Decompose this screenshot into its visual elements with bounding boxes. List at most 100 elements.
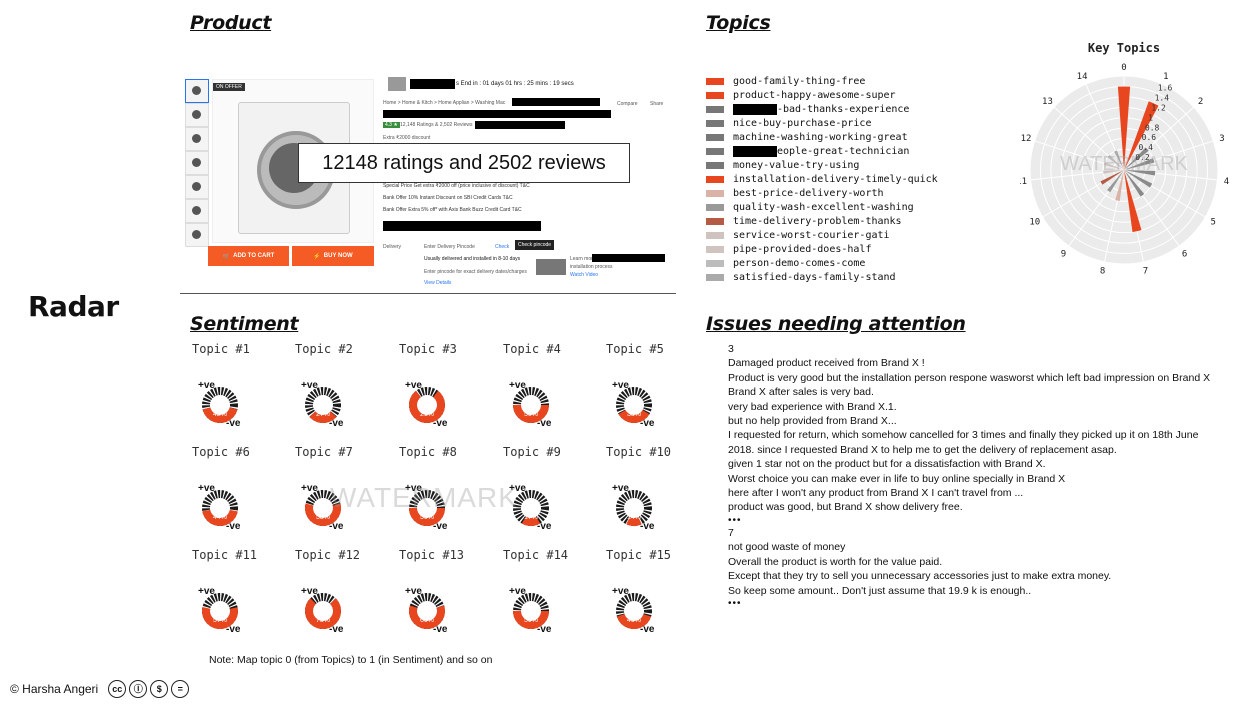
thumbnail[interactable] — [185, 127, 209, 151]
radar-bar-7 — [1124, 170, 1142, 233]
bolt-icon: ⚡ — [313, 253, 321, 260]
sentiment-donut: 50% — [513, 593, 549, 629]
radar-angle-label: 8 — [1100, 267, 1105, 277]
ratings-reviews-text[interactable]: 12,148 Ratings & 2,502 Reviews — [400, 122, 473, 128]
negative-label: -ve — [640, 624, 655, 635]
install-process-text: installation process — [570, 264, 613, 270]
copyright: © Harsha Angeri — [10, 682, 99, 696]
legend-swatch — [706, 231, 724, 239]
mapping-note: Note: Map topic 0 (from Topics) to 1 (in… — [209, 654, 493, 666]
sentiment-topic-label: Topic #8 — [399, 445, 457, 459]
legend-label: machine-washing-working-great — [733, 131, 908, 143]
negative-percent: 50% — [420, 514, 434, 521]
sentiment-donut: 42% — [202, 387, 238, 423]
sentiment-topic-label: Topic #7 — [295, 445, 353, 459]
sentiment-donut: 58% — [305, 490, 341, 526]
radar-radial-ticks: 1.61.41.210.80.60.40.2 — [1135, 84, 1172, 163]
buy-now-button[interactable]: ⚡ BUY NOW — [292, 246, 374, 266]
sentiment-watermark: WATERMARK — [330, 482, 518, 513]
watch-video-link[interactable]: Watch Video — [570, 272, 599, 278]
issue-review: product was good, but Brand X show deliv… — [728, 501, 963, 514]
legend-swatch — [706, 161, 724, 169]
delivery-label: Delivery — [383, 244, 402, 250]
legend-swatch — [706, 189, 724, 197]
share-button[interactable]: Share — [650, 101, 664, 107]
radar-chart-title: Key Topics — [1088, 41, 1160, 55]
negative-label: -ve — [433, 624, 448, 635]
issue-ellipsis: ••• — [728, 514, 742, 526]
positive-label: +ve — [301, 586, 318, 597]
product-heading: Product — [190, 12, 272, 34]
issue-review: here after I won't any product from Bran… — [728, 487, 1024, 500]
legend-label: best-price-delivery-worth — [733, 187, 884, 199]
issue-review: Overall the product is worth for the val… — [728, 555, 943, 568]
extra-discount: Extra ₹2000 discount — [383, 135, 431, 141]
video-thumbnail[interactable] — [536, 259, 566, 275]
legend-swatch — [706, 245, 724, 253]
issue-review: given 1 star not on the product but for … — [728, 458, 1046, 471]
thumbnail[interactable] — [185, 199, 209, 223]
sentiment-donut: 60% — [409, 593, 445, 629]
radar-angle-label: 3 — [1219, 134, 1224, 144]
radar-bar-0 — [1117, 86, 1131, 170]
legend-label: time-delivery-problem-thanks — [733, 215, 902, 227]
issue-review: Damaged product received from Brand X ! — [728, 357, 925, 370]
radar-bar-14 — [1114, 150, 1124, 170]
cc-icon: cc — [108, 680, 127, 698]
legend-item: satisfied-days-family-stand — [706, 270, 896, 284]
add-to-cart-button[interactable]: 🛒 ADD TO CART — [208, 246, 289, 266]
negative-percent: 44% — [213, 514, 227, 521]
sentiment-donut: 57% — [202, 593, 238, 629]
legend-swatch — [706, 203, 724, 211]
radar-bar-9 — [1107, 170, 1124, 193]
thumbnail[interactable] — [185, 175, 209, 199]
legend-label: -bad-thanks-experience — [777, 103, 910, 115]
sentiment-donut: 21% — [409, 387, 445, 423]
positive-label: +ve — [301, 380, 318, 391]
negative-label: -ve — [433, 418, 448, 429]
sentiment-topic-label: Topic #15 — [606, 548, 672, 562]
negative-label: -ve — [226, 624, 241, 635]
thumbnail[interactable] — [185, 151, 209, 175]
thumbnail[interactable] — [185, 223, 209, 247]
issue-topic-number: 7 — [728, 526, 734, 539]
compare-checkbox[interactable]: Compare — [617, 101, 638, 107]
radar-angle-label: 6 — [1182, 249, 1187, 259]
legend-label: nice-buy-purchase-price — [733, 117, 872, 129]
legend-label: person-demo-comes-come — [733, 257, 866, 269]
legend-label: eople-great-technician — [777, 145, 910, 157]
radar-angle-label: 10 — [1029, 218, 1040, 228]
positive-label: +ve — [405, 380, 422, 391]
negative-slice — [513, 593, 549, 629]
check-button[interactable]: Check — [495, 244, 510, 250]
positive-label: +ve — [405, 586, 422, 597]
radar-angle-label: 4 — [1224, 177, 1229, 187]
sentiment-topic-label: Topic #10 — [606, 445, 672, 459]
sentiment-donut: 14% — [616, 490, 652, 526]
negative-percent: 58% — [316, 514, 330, 521]
legend-swatch — [706, 133, 724, 141]
cc-nd-icon: = — [171, 680, 190, 698]
issues-heading: Issues needing attention — [706, 313, 966, 335]
breadcrumb[interactable]: Home > Home & Kitch > Home Applian > Was… — [383, 100, 506, 106]
negative-label: -ve — [537, 624, 552, 635]
positive-label: +ve — [612, 380, 629, 391]
radar-angle-label: 14 — [1077, 72, 1088, 82]
negative-percent: 60% — [420, 617, 434, 624]
negative-percent: 40% — [627, 617, 641, 624]
radar-radial-tick: 0.8 — [1145, 123, 1160, 132]
radar-chart: Key Topics 01234567891011121314 1.61.41.… — [1020, 41, 1229, 277]
radar-radial-tick: 1 — [1148, 113, 1153, 122]
pincode-hint: Enter pincode for exact delivery dates/c… — [424, 269, 527, 275]
radar-angle-label: 0 — [1121, 63, 1126, 73]
positive-slice — [202, 490, 238, 526]
negative-slice — [513, 490, 549, 526]
issue-review: but no help provided from Brand X... — [728, 415, 897, 428]
positive-label: +ve — [612, 586, 629, 597]
view-details-link[interactable]: View Details — [424, 280, 452, 286]
pincode-input[interactable]: Enter Delivery Pincode — [424, 244, 475, 250]
thumbnail[interactable] — [185, 79, 209, 103]
legend-item: quality-wash-excellent-washing — [706, 200, 914, 214]
thumbnail[interactable] — [185, 103, 209, 127]
sentiment-topic-label: Topic #11 — [192, 548, 258, 562]
